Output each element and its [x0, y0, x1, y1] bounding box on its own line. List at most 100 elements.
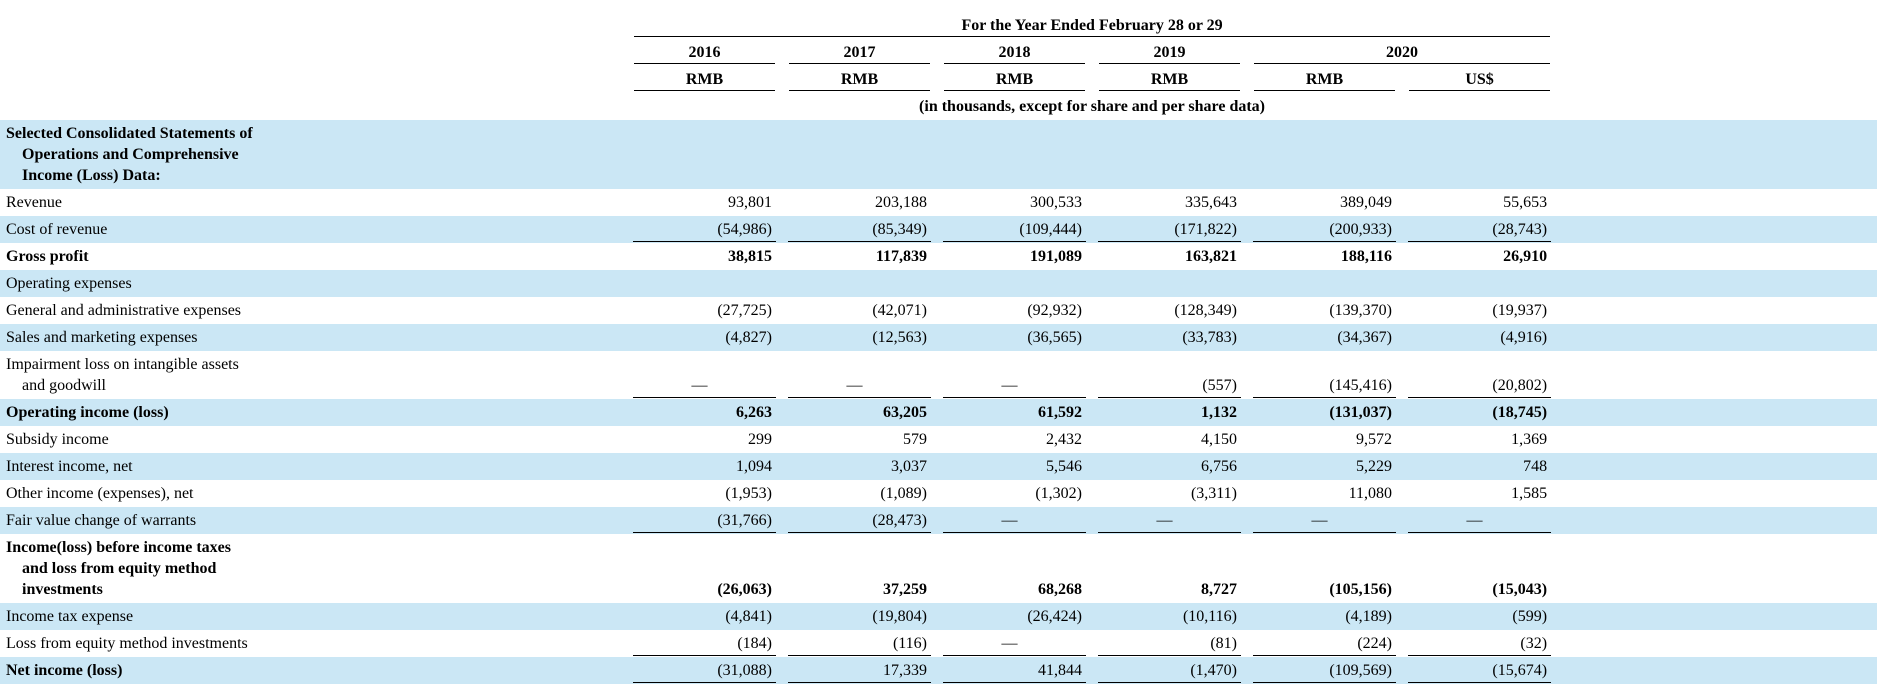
table-row: Other income (expenses), net (1,953) (1,08…: [0, 480, 1877, 507]
currency-header: RMB: [782, 66, 937, 93]
value-cell: (128,349): [1174, 302, 1237, 319]
row-spacer: [1557, 270, 1877, 297]
table-row: Operating expenses: [0, 270, 1877, 297]
table-row: Net income (loss) (31,088) 17,339 41,844 (1,…: [0, 657, 1877, 684]
value-cell: (31,766): [627, 507, 782, 534]
value-cell: (33,783): [1092, 324, 1247, 351]
row-spacer: [1557, 657, 1877, 684]
value-cell: 6,756: [1092, 453, 1247, 480]
table-row: Interest income, net 1,094 3,037 5,546 6,756…: [0, 453, 1877, 480]
value-cell: (4,189): [1247, 603, 1402, 630]
row-label: Cost of revenue: [0, 216, 627, 243]
value-cell: —: [937, 507, 1092, 534]
year-header: 2016: [627, 39, 782, 66]
row-spacer: [1557, 453, 1877, 480]
header-spacer: [1557, 93, 1877, 120]
value-cell: (92,932): [1027, 302, 1082, 319]
row-label: Income tax expense: [0, 603, 627, 630]
value-cell: —: [937, 630, 1092, 657]
value-cell: 300,533: [1030, 194, 1082, 211]
table-row: Operating income (loss) 6,263 63,205 61,592…: [0, 399, 1877, 426]
value-cell: (145,416): [1247, 351, 1402, 399]
value-cell: 37,259: [883, 581, 927, 598]
value-cell: (557): [1092, 351, 1247, 399]
value-cell: —: [782, 351, 937, 399]
value-cell: 163,821: [1185, 248, 1237, 265]
value-cell: (109,444): [937, 216, 1092, 243]
row-label: Revenue: [6, 194, 62, 211]
value-cell: 5,546: [937, 453, 1092, 480]
row-label: Impairment loss on intangible assets and …: [6, 356, 239, 394]
header-title-row: For the Year Ended February 28 or 29: [0, 12, 1877, 39]
value-cell: (184): [627, 630, 782, 657]
value-cell: 1,585: [1511, 485, 1548, 502]
value-cell: (3,311): [1190, 485, 1237, 502]
value-cell: [937, 270, 1092, 297]
currency-header: RMB: [937, 66, 1092, 93]
value-cell: (599): [1402, 603, 1558, 630]
value-cell: 9,572: [1356, 431, 1392, 448]
value-cell: (4,841): [627, 603, 782, 630]
row-label: Selected Consolidated Statements of Opera…: [0, 120, 627, 189]
row-spacer: [1557, 297, 1877, 324]
year-header: 2020: [1247, 39, 1558, 66]
value-cell: 5,229: [1247, 453, 1402, 480]
value-cell: (10,116): [1092, 603, 1247, 630]
value-cell: (28,743): [1402, 216, 1558, 243]
year-header: 2019: [1092, 39, 1247, 66]
value-cell: 188,116: [1340, 248, 1392, 265]
financial-statements-table: For the Year Ended February 28 or 29 201…: [0, 12, 1877, 684]
value-cell: [1092, 120, 1247, 189]
value-cell: 579: [903, 431, 927, 448]
year-header: 2017: [782, 39, 937, 66]
value-cell: 26,910: [1503, 248, 1548, 265]
value-cell: (1,302): [1035, 485, 1082, 502]
currency-header: RMB: [1247, 66, 1402, 93]
row-label: Fair value change of warrants: [0, 507, 627, 534]
table-row: Gross profit 38,815 117,839 191,089 163,821 1…: [0, 243, 1877, 270]
value-cell: (224): [1247, 630, 1402, 657]
value-cell: 389,049: [1340, 194, 1392, 211]
row-label: Sales and marketing expenses: [0, 324, 627, 351]
header-spacer: [1557, 39, 1877, 66]
value-cell: (139,370): [1329, 302, 1392, 319]
value-cell: (20,802): [1402, 351, 1558, 399]
value-cell: 8,727: [1201, 581, 1237, 598]
period-title: For the Year Ended February 28 or 29: [627, 12, 1558, 39]
value-cell: (131,037): [1247, 399, 1402, 426]
table-row: Sales and marketing expenses (4,827) (12,5…: [0, 324, 1877, 351]
value-cell: 41,844: [937, 657, 1092, 684]
value-cell: —: [627, 351, 782, 399]
value-cell: (109,569): [1247, 657, 1402, 684]
value-cell: (105,156): [1329, 581, 1392, 598]
row-spacer: [1557, 351, 1877, 399]
value-cell: 11,080: [1348, 485, 1392, 502]
currency-header: RMB: [1092, 66, 1247, 93]
header-spacer: [1557, 66, 1877, 93]
value-cell: (1,953): [725, 485, 772, 502]
value-cell: [1402, 120, 1558, 189]
value-cell: (19,804): [782, 603, 937, 630]
table-row: Fair value change of warrants (31,766) (28…: [0, 507, 1877, 534]
value-cell: (116): [782, 630, 937, 657]
value-cell: —: [1247, 507, 1402, 534]
row-spacer: [1557, 603, 1877, 630]
currency-header: RMB: [627, 66, 782, 93]
table-row: Income tax expense (4,841) (19,804) (26,424…: [0, 603, 1877, 630]
row-spacer: [1557, 399, 1877, 426]
value-cell: (85,349): [782, 216, 937, 243]
value-cell: (171,822): [1092, 216, 1247, 243]
value-cell: 748: [1402, 453, 1558, 480]
value-cell: (1,089): [880, 485, 927, 502]
value-cell: 6,263: [627, 399, 782, 426]
value-cell: 38,815: [728, 248, 772, 265]
value-cell: (4,827): [627, 324, 782, 351]
value-cell: [782, 120, 937, 189]
value-cell: [627, 120, 782, 189]
value-cell: (18,745): [1402, 399, 1558, 426]
table-row: Subsidy income 299 579 2,432 4,150 9,572 1,369: [0, 426, 1877, 453]
value-cell: (200,933): [1247, 216, 1402, 243]
value-cell: 191,089: [1030, 248, 1082, 265]
value-cell: 55,653: [1503, 194, 1548, 211]
value-cell: 299: [748, 431, 772, 448]
